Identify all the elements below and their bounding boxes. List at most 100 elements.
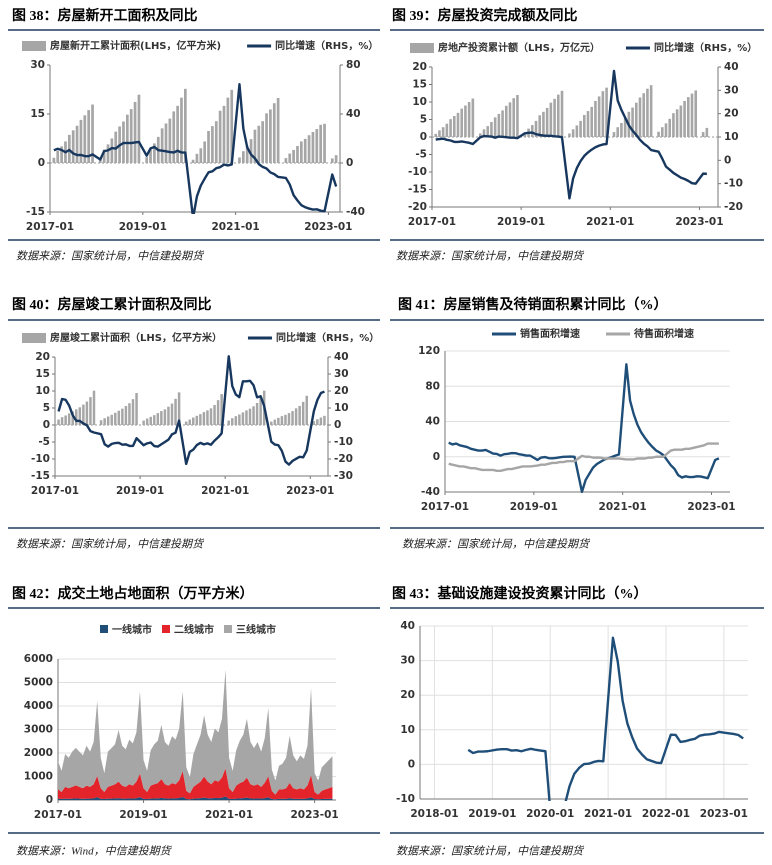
y-tick-label: 4000: [24, 700, 53, 712]
bar: [686, 97, 690, 137]
bar: [568, 133, 571, 137]
y2-tick-label: 0: [334, 419, 341, 431]
y-tick-label: 10: [412, 96, 427, 108]
bar: [668, 118, 672, 137]
bar: [538, 115, 542, 137]
legend-label: 待售面积增速: [634, 327, 694, 340]
y2-tick-label: -40: [346, 206, 365, 218]
bar: [438, 130, 441, 137]
chart-title: 图 42：成交土地占地面积（万平方米）: [12, 585, 254, 602]
y2-tick-label: -10: [334, 436, 353, 448]
x-tick-label: 2019-01: [468, 808, 516, 820]
bar: [512, 98, 516, 137]
bar: [612, 132, 616, 137]
bar: [103, 418, 106, 425]
bar: [71, 411, 74, 425]
bar: [227, 420, 230, 425]
bar: [57, 419, 60, 425]
x-tick-label: 2019-01: [119, 809, 167, 821]
y-tick-label: -40: [421, 486, 440, 498]
bar: [149, 149, 152, 163]
x-tick-label: 2017-01: [34, 809, 82, 821]
series-line: [57, 355, 325, 466]
bar: [471, 98, 475, 137]
plot: [467, 636, 744, 801]
bar: [145, 157, 149, 163]
legend-swatch: [410, 43, 434, 53]
bar: [117, 410, 121, 425]
bar: [245, 410, 248, 425]
y-tick-label: 15: [412, 79, 427, 91]
y-tick-label: 15: [35, 368, 50, 380]
y2-tick-label: 10: [334, 402, 349, 414]
bar: [701, 132, 705, 137]
bar: [452, 116, 456, 137]
bar: [195, 153, 199, 163]
y-tick-label: 40: [425, 416, 440, 428]
y-tick-label: 0: [433, 451, 440, 463]
bar: [560, 90, 564, 137]
source: 数据来源：国家统计局，中信建投期货: [396, 250, 585, 263]
bar: [199, 148, 203, 163]
bar: [214, 121, 218, 163]
x-tick-label: 2018-01: [410, 808, 458, 820]
bar: [301, 401, 305, 425]
bar: [501, 110, 504, 137]
y-tick-label: 20: [412, 61, 427, 73]
bar: [149, 416, 152, 425]
series-area: [58, 669, 333, 795]
bar: [174, 398, 177, 425]
plot: [448, 363, 720, 494]
y2-tick-label: 20: [334, 385, 349, 397]
bar: [163, 409, 167, 425]
bar: [270, 421, 273, 425]
bar: [60, 417, 64, 425]
y-tick-label: -10: [31, 453, 50, 465]
x-tick-label: 2017-01: [31, 485, 79, 497]
bar: [316, 419, 319, 425]
bar: [284, 158, 288, 163]
bar: [482, 129, 486, 137]
bar: [545, 107, 549, 137]
source: 数据来源：国家统计局，中信建投期货: [396, 845, 585, 858]
bar: [445, 123, 449, 137]
x-tick-label: 2023-01: [291, 809, 339, 821]
plot: [434, 69, 709, 200]
bar: [252, 406, 255, 425]
bar: [542, 111, 545, 137]
bar: [160, 128, 164, 163]
y2-tick-label: -30: [334, 470, 353, 482]
x-tick-label: 2020-01: [526, 808, 574, 820]
bar: [220, 394, 223, 425]
legend-label: 同比增速（RHS，%）: [654, 41, 757, 54]
legend-label: 销售面积增速: [520, 327, 580, 340]
bar: [241, 412, 245, 425]
bar: [586, 111, 590, 137]
bar: [497, 113, 501, 137]
bar: [110, 414, 113, 425]
bar: [211, 126, 214, 163]
bar: [261, 121, 265, 163]
bar: [590, 106, 594, 137]
bar: [516, 95, 519, 137]
bar: [125, 114, 129, 163]
bar: [307, 135, 311, 163]
plot: [58, 669, 333, 800]
y2-tick-label: 30: [724, 84, 739, 96]
legend-swatch: [224, 625, 232, 633]
legend-label: 房地产投资累计额（LHS，万亿元）: [438, 41, 600, 54]
bar: [623, 117, 627, 137]
y-tick-label: -15: [408, 184, 427, 196]
bar: [530, 125, 534, 137]
bar: [582, 114, 586, 137]
bar: [276, 97, 280, 163]
x-tick-label: 2019-01: [510, 501, 558, 513]
legend-label: 房屋新开工累计面积(LHS，亿平方米): [50, 39, 221, 52]
y2-tick-label: 10: [724, 131, 739, 143]
y2-tick-label: 20: [724, 108, 739, 120]
bar: [508, 102, 512, 137]
bar: [128, 403, 131, 425]
legend-label: 二线城市: [174, 623, 214, 636]
bar: [460, 108, 464, 137]
y2-tick-label: -10: [724, 178, 743, 190]
